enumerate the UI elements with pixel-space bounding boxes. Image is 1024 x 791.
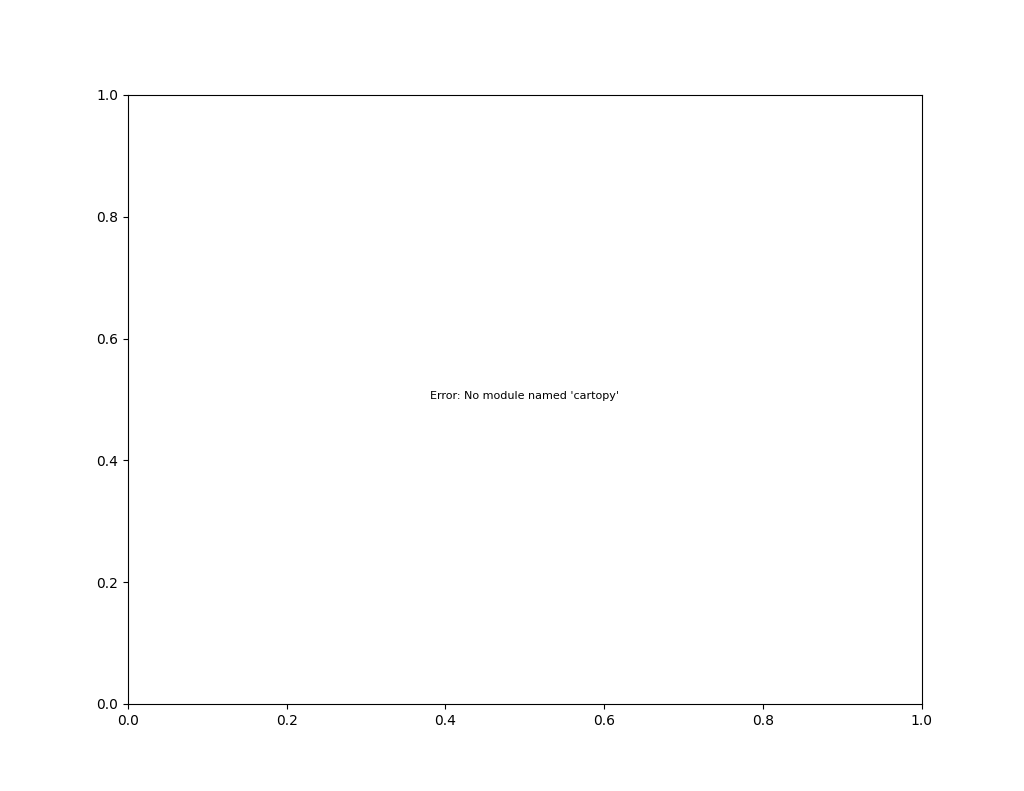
Text: Error: No module named 'cartopy': Error: No module named 'cartopy' bbox=[430, 392, 620, 402]
